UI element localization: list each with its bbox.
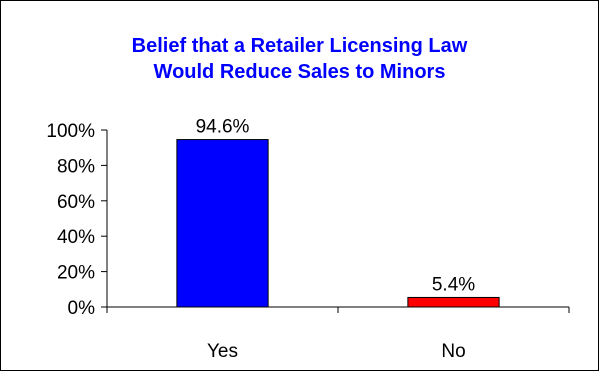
y-axis: 0% 20% 40% 60% 80% 100%: [46, 121, 108, 319]
bar-yes: [176, 139, 269, 308]
y-tick-label: 0%: [68, 298, 96, 319]
x-tick-label: Yes: [207, 341, 238, 362]
data-label-no: 5.4%: [432, 274, 475, 295]
y-tick-label: 40%: [57, 227, 95, 248]
chart-title: Belief that a Retailer Licensing Law Wou…: [0, 33, 599, 85]
bars: [176, 139, 500, 308]
chart-title-line-2: Would Reduce Sales to Minors: [153, 61, 446, 83]
y-tick-label: 60%: [57, 192, 95, 213]
x-tick-label: No: [441, 341, 465, 362]
x-axis: Yes No: [106, 306, 570, 362]
y-tick-label: 100%: [46, 121, 95, 142]
data-labels: 94.6% 5.4%: [196, 117, 476, 296]
y-tick-label: 20%: [57, 263, 95, 284]
y-tick-label: 80%: [57, 156, 95, 177]
data-label-yes: 94.6%: [196, 117, 250, 138]
bar-no: [407, 296, 500, 308]
chart-title-line-1: Belief that a Retailer Licensing Law: [131, 35, 468, 57]
